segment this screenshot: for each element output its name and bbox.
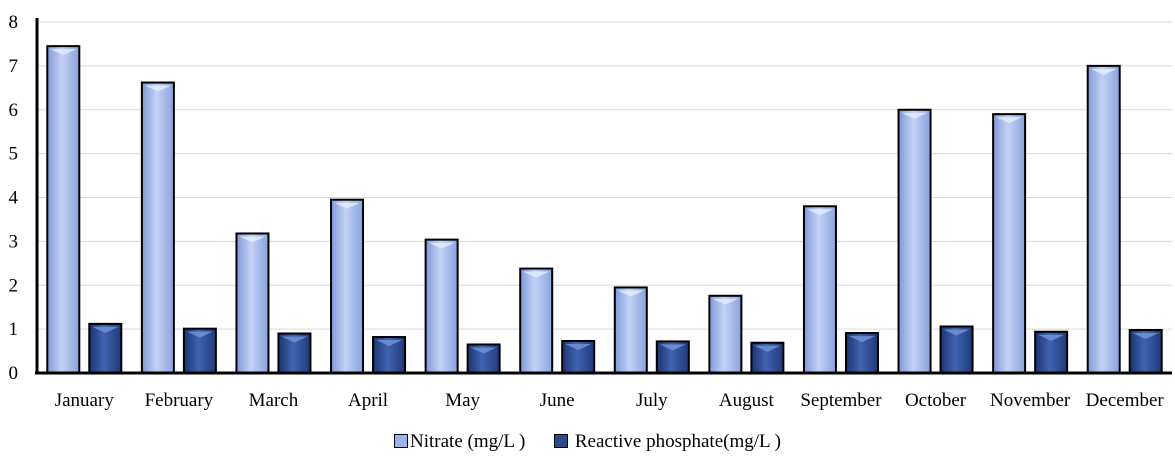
y-tick-label: 8 (9, 12, 19, 33)
bar-highlight (848, 336, 875, 343)
x-tick-label: August (719, 390, 775, 411)
y-tick-label: 7 (9, 56, 19, 77)
x-tick-label: December (1086, 390, 1165, 411)
bar-nitrate (1086, 64, 1121, 374)
y-tick-label: 3 (9, 231, 19, 252)
bar-chart: 0 1 2 3 4 5 6 7 8 January February March April May Jun… (9, 12, 1172, 411)
y-tick-label: 1 (9, 319, 19, 340)
bar-highlight (1090, 68, 1117, 75)
legend-item-reactive-phosphate: Reactive phosphate(mg/L ) (554, 431, 781, 453)
x-tick-label: May (445, 390, 480, 411)
bar-highlight (996, 117, 1023, 124)
bar-highlight (806, 209, 833, 216)
bar-nitrate (613, 286, 648, 375)
bar-nitrate (140, 81, 175, 375)
bar-highlight (523, 271, 550, 278)
bar-highlight (1132, 333, 1159, 340)
bar-highlight (92, 326, 119, 333)
bar-nitrate (802, 205, 837, 374)
axis-labels: 0 1 2 3 4 5 6 7 8 January February March April May Jun… (9, 12, 1165, 411)
x-tick-label: February (145, 390, 214, 411)
x-tick-label: September (800, 390, 882, 411)
bar-highlight (281, 336, 308, 343)
bar-highlight (144, 85, 171, 92)
bar-highlight (428, 242, 455, 249)
bar-highlight (943, 329, 970, 336)
x-tick-label: March (249, 390, 299, 411)
legend-label-reactive-phosphate: Reactive phosphate(mg/L ) (574, 430, 781, 452)
bar-nitrate (897, 108, 932, 374)
bar-nitrate (519, 267, 554, 375)
bar-highlight (334, 202, 361, 209)
bar-highlight (659, 344, 686, 351)
x-tick-label: October (905, 390, 967, 411)
bar-highlight (565, 343, 592, 350)
y-tick-label: 0 (9, 363, 19, 384)
legend-label-nitrate: Nitrate (mg/L ) (410, 430, 526, 452)
bar-highlight (1038, 334, 1065, 341)
bar-nitrate (424, 238, 459, 374)
x-tick-label: June (540, 390, 575, 411)
y-tick-label: 5 (9, 144, 19, 165)
bar-highlight (239, 236, 266, 243)
y-tick-label: 2 (9, 275, 19, 296)
bar-nitrate (708, 294, 743, 374)
y-tick-label: 4 (9, 188, 19, 209)
x-tick-label: January (55, 390, 115, 411)
bar-nitrate (46, 45, 81, 374)
gridlines (37, 21, 1172, 330)
legend-item-nitrate: Nitrate (mg/L ) (394, 431, 525, 453)
bar-highlight (617, 290, 644, 297)
bar-highlight (754, 345, 781, 352)
bar-highlight (376, 340, 403, 347)
bar-nitrate (235, 232, 270, 374)
bar-highlight (901, 112, 928, 119)
bar-highlight (50, 49, 77, 56)
legend: Nitrate (mg/L ) Reactive phosphate(mg/L … (0, 430, 1175, 453)
legend-swatch-reactive-phosphate (554, 433, 569, 448)
bar-highlight (470, 347, 497, 354)
bar-nitrate (992, 113, 1027, 374)
bar-highlight (186, 331, 213, 338)
x-tick-label: July (636, 390, 668, 411)
x-tick-label: November (990, 390, 1071, 411)
axes (35, 18, 1172, 375)
bar-nitrate (330, 198, 365, 374)
bars (46, 45, 1163, 375)
y-tick-label: 6 (9, 100, 19, 121)
legend-swatch-nitrate (394, 433, 408, 448)
x-tick-label: April (348, 390, 388, 411)
bar-highlight (712, 298, 739, 305)
